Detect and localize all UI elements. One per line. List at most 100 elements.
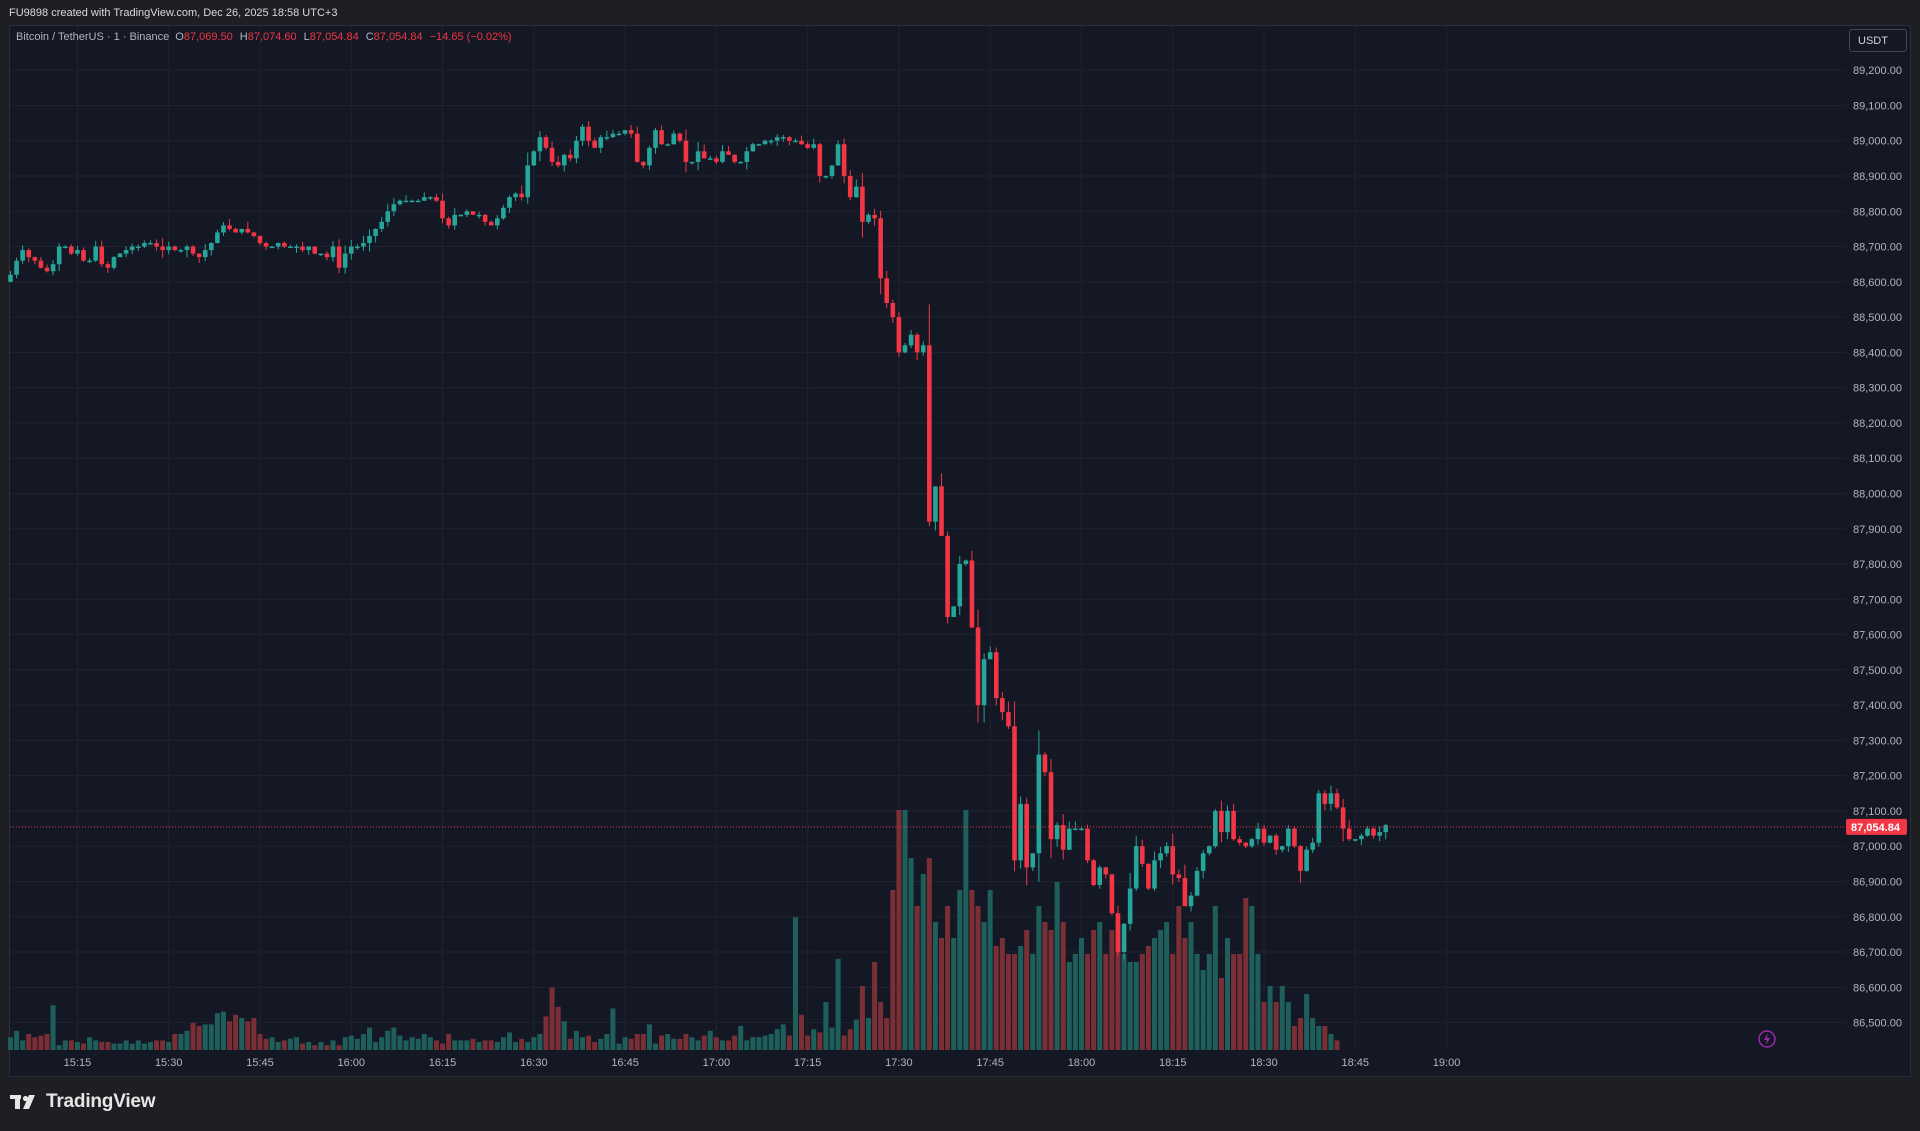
candle-body [1273, 835, 1279, 850]
volume-bar [1255, 954, 1261, 1050]
candle-body [586, 126, 591, 141]
y-tick-label: 87,000.00 [1853, 841, 1902, 853]
volume-bar [665, 1034, 671, 1050]
volume-bar [202, 1024, 208, 1050]
volume-bar [1109, 930, 1115, 1050]
candle-body [787, 137, 792, 141]
candle-body [123, 250, 129, 254]
candle-body [178, 250, 184, 252]
symbol-name[interactable]: Bitcoin / TetherUS · 1 · Binance [16, 31, 170, 43]
candle-body [440, 200, 445, 219]
volume-bar [354, 1038, 360, 1050]
candle-body [1000, 698, 1005, 713]
volume-bar [440, 1043, 446, 1050]
volume-bar [750, 1037, 756, 1050]
candle-body [1298, 846, 1303, 871]
candle-body [993, 652, 999, 699]
candle-body [196, 253, 202, 258]
volume-bar [117, 1043, 123, 1050]
lightning-icon[interactable] [1758, 1030, 1776, 1048]
volume-bar [908, 858, 914, 1050]
candle-body [81, 250, 86, 261]
candle-body [75, 250, 80, 254]
x-tick-label: 17:45 [976, 1057, 1004, 1069]
candle-body [1206, 846, 1212, 854]
volume-bar [318, 1042, 324, 1050]
volume-bar [744, 1040, 750, 1050]
volume-bar [233, 1014, 239, 1050]
candle-body [355, 246, 360, 249]
candle-body [726, 151, 731, 155]
volume-bar [251, 1018, 257, 1050]
volume-bar [513, 1042, 519, 1050]
volume-bar [707, 1030, 713, 1050]
open-value: 87,069.50 [183, 31, 233, 43]
candle-body [87, 260, 92, 263]
candle-body [513, 193, 518, 198]
candle-body [1237, 839, 1242, 843]
volume-bar [1328, 1034, 1334, 1050]
candle-body [415, 200, 421, 203]
volume-bar [172, 1034, 178, 1050]
candle-body [1267, 835, 1273, 843]
y-tick-label: 87,100.00 [1853, 806, 1902, 818]
volume-bar [835, 958, 841, 1050]
candle-body [148, 243, 153, 245]
low-value: 87,054.84 [309, 31, 359, 43]
candle-body [324, 253, 330, 258]
candle-body [1127, 888, 1133, 924]
candle-body [969, 560, 975, 628]
candle-body [835, 144, 841, 166]
y-tick-label: 88,900.00 [1853, 171, 1902, 183]
candle-body [32, 257, 38, 261]
candle-body [841, 144, 847, 176]
volume-bar [799, 1014, 805, 1050]
volume-bar [549, 987, 555, 1050]
change-value: −14.65 (−0.02%) [429, 31, 512, 43]
candle-body [951, 606, 956, 617]
volume-bar [324, 1045, 330, 1050]
candle-body [318, 253, 324, 256]
candle-body [549, 147, 555, 162]
x-tick-label: 16:30 [520, 1057, 548, 1069]
footer-brand[interactable]: TradingView [10, 1090, 156, 1114]
candle-body [1146, 863, 1151, 889]
candle-body [872, 214, 877, 219]
y-tick-label: 86,700.00 [1853, 947, 1902, 959]
volume-bar [44, 1034, 50, 1050]
volume-bar [1243, 898, 1249, 1050]
candle-body [330, 246, 336, 258]
candle-body [1310, 842, 1315, 850]
volume-bar [220, 1011, 226, 1050]
volume-bar [738, 1026, 744, 1050]
volume-bar [1176, 906, 1182, 1050]
volume-bar [300, 1043, 306, 1050]
volume-bar [1237, 954, 1243, 1050]
candle-body [1036, 754, 1042, 854]
candle-body [860, 186, 865, 222]
y-tick-label: 87,400.00 [1853, 700, 1902, 712]
volume-bar [245, 1021, 251, 1050]
candle-body [367, 235, 372, 244]
currency-button[interactable]: USDT [1849, 29, 1907, 52]
volume-bar [74, 1042, 80, 1050]
candle-body [525, 165, 531, 198]
candle-body [458, 214, 464, 217]
candle-body [720, 151, 725, 162]
volume-bar [464, 1040, 470, 1050]
volume-bar [1115, 922, 1121, 1050]
volume-bar [945, 906, 951, 1050]
volume-bar [1206, 954, 1212, 1050]
volume-bar [93, 1040, 99, 1050]
volume-bar [902, 810, 908, 1050]
volume-bar [865, 1018, 871, 1050]
volume-bar [397, 1035, 403, 1050]
candle-body [1079, 828, 1084, 831]
volume-bar [281, 1040, 287, 1050]
candle-body [221, 225, 226, 233]
volume-bar [896, 810, 902, 1050]
volume-bar [14, 1030, 20, 1050]
volume-bar [1139, 954, 1145, 1050]
volume-bar [482, 1040, 488, 1050]
